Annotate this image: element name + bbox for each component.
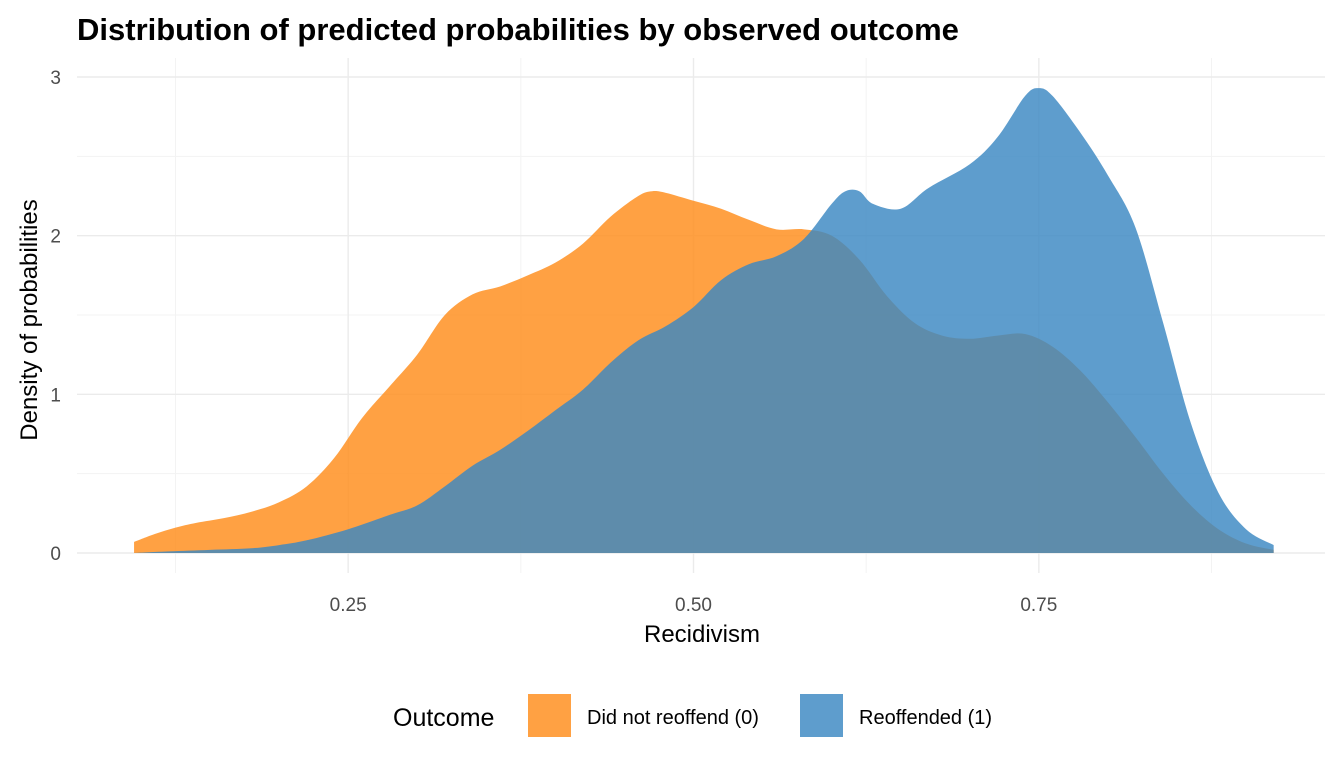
y-tick-label: 2	[50, 227, 61, 248]
x-axis-label: Recidivism	[644, 621, 760, 648]
y-tick-label: 0	[50, 544, 61, 565]
x-tick-label: 0.25	[330, 595, 367, 616]
x-tick-label: 0.75	[1020, 595, 1057, 616]
x-axis-ticks: 0.25 0.50 0.75	[330, 595, 1058, 616]
y-tick-label: 3	[50, 68, 61, 89]
chart-title: Distribution of predicted probabilities …	[77, 12, 959, 47]
legend-label-did-not-reoffend: Did not reoffend (0)	[587, 707, 759, 729]
x-tick-label: 0.50	[675, 595, 712, 616]
legend-key-reoffended	[800, 694, 843, 737]
legend-title: Outcome	[393, 704, 494, 732]
density-areas	[134, 88, 1274, 553]
legend: Outcome Did not reoffend (0) Reoffended …	[393, 694, 992, 737]
y-tick-label: 1	[50, 385, 61, 406]
y-axis-ticks: 0 1 2 3	[50, 68, 61, 565]
legend-key-did-not-reoffend	[528, 694, 571, 737]
density-area-reoffended	[134, 88, 1274, 553]
y-axis-label: Density of probabilities	[16, 199, 43, 440]
legend-label-reoffended: Reoffended (1)	[859, 707, 992, 729]
